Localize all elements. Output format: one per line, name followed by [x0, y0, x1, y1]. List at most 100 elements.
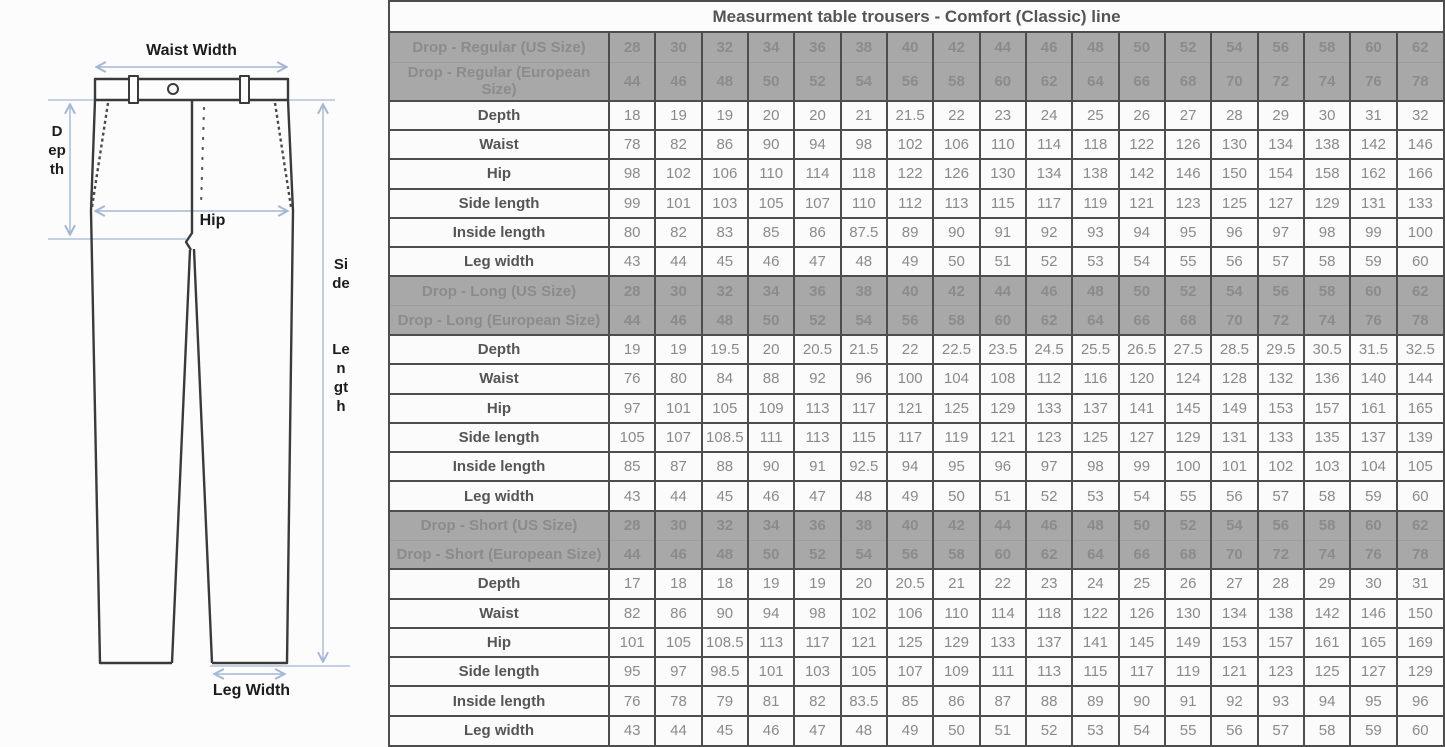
measurement-cell: 121: [1118, 188, 1166, 219]
measurement-cell: 27: [1211, 569, 1259, 600]
measurement-cell: 47: [794, 247, 842, 278]
measurement-cell: 138: [1072, 159, 1120, 190]
us-size-cell: 50: [1118, 33, 1166, 63]
measurement-cell: 45: [701, 481, 749, 512]
row-label: Waist: [390, 598, 610, 629]
us-size-cell: 30: [655, 510, 703, 541]
measurement-cell: 131: [1211, 422, 1259, 454]
us-size-cell: 62: [1396, 33, 1443, 63]
measurement-cell: 137: [1025, 627, 1074, 659]
measurement-table-panel: Measurment table trousers - Comfort (Cla…: [388, 0, 1445, 747]
measurement-cell: 105: [655, 627, 703, 659]
size-header-row-eu: Drop - Short (European Size) 44 46 48 50 52 54…: [390, 540, 1443, 571]
size-header-row-us: Drop - Long (US Size) 28 30 32 34 36 38 40 42 44 4…: [390, 276, 1443, 307]
measurement-cell: 31: [1350, 100, 1398, 132]
measurement-cell: 55: [1164, 715, 1213, 745]
measurement-row: Waist 78 82 86 90 94 98 102 106 110 114 118 122 126 13…: [390, 130, 1443, 161]
measurement-cell: 86: [655, 598, 703, 629]
us-size-cell: 60: [1350, 276, 1398, 307]
measurement-cell: 76: [609, 364, 657, 395]
measurement-cell: 96: [979, 452, 1027, 483]
measurement-cell: 97: [1257, 217, 1305, 249]
measurement-cell: 86: [701, 130, 749, 161]
measurement-cell: 90: [747, 452, 796, 483]
measurement-cell: 48: [840, 715, 888, 745]
us-size-cell: 36: [794, 276, 842, 307]
measurement-cell: 57: [1257, 247, 1305, 278]
measurement-cell: 103: [701, 188, 749, 219]
us-size-cell: 52: [1164, 510, 1213, 541]
measurement-cell: 84: [701, 364, 749, 395]
measurement-cell: 140: [1350, 364, 1398, 395]
measurement-cell: 115: [979, 188, 1027, 219]
measurement-cell: 158: [1303, 159, 1352, 190]
measurement-cell: 126: [1118, 598, 1166, 629]
us-size-cell: 54: [1211, 510, 1259, 541]
measurement-cell: 78: [609, 130, 657, 161]
measurement-cell: 46: [747, 481, 796, 512]
measurement-cell: 149: [1164, 627, 1213, 659]
measurement-row: Leg width 43 44 45 46 47 48 49 50 51 52 53 54 55 56 57 5…: [390, 247, 1443, 278]
measurement-cell: 99: [609, 188, 657, 219]
measurement-cell: 103: [794, 657, 842, 688]
measurement-cell: 109: [933, 657, 981, 688]
measurement-row: Depth 18 19 19 20 20 21 21.5 22 23 24 25 26 27 28 29 30 3…: [390, 100, 1443, 132]
measurement-cell: 92: [794, 364, 842, 395]
measurement-cell: 107: [655, 422, 703, 454]
measurement-cell: 150: [1211, 159, 1259, 190]
measurement-cell: 24: [1072, 569, 1120, 600]
us-size-cell: 48: [1072, 510, 1120, 541]
measurement-cell: 82: [794, 686, 842, 717]
measurement-cell: 55: [1164, 481, 1213, 512]
measurement-cell: 136: [1303, 364, 1352, 395]
us-size-cell: 54: [1211, 33, 1259, 63]
measurement-cell: 105: [747, 188, 796, 219]
us-size-cell: 56: [1257, 510, 1305, 541]
measurement-cell: 115: [840, 422, 888, 454]
measurement-cell: 93: [1072, 217, 1120, 249]
measurement-cell: 94: [1118, 217, 1166, 249]
measurement-row: Inside length 80 82 83 85 86 87.5 89 90 91 92 93 94 9…: [390, 217, 1443, 249]
measurement-cell: 56: [1211, 715, 1259, 745]
measurement-cell: 58: [1303, 481, 1352, 512]
measurement-cell: 123: [1025, 422, 1074, 454]
eu-size-cell: 76: [1350, 305, 1398, 337]
eu-size-cell: 72: [1257, 540, 1305, 571]
measurement-cell: 82: [609, 598, 657, 629]
measurement-cell: 43: [609, 481, 657, 512]
measurement-cell: 19: [655, 335, 703, 366]
eu-size-cell: 78: [1396, 62, 1443, 102]
row-label: Leg width: [390, 247, 610, 278]
measurement-cell: 92.5: [840, 452, 888, 483]
measurement-cell: 88: [747, 364, 796, 395]
measurement-cell: 59: [1350, 481, 1398, 512]
measurement-row: Side length 99 101 103 105 107 110 112 113 115 117…: [390, 188, 1443, 219]
measurement-cell: 60: [1396, 715, 1443, 745]
measurement-cell: 105: [701, 393, 749, 424]
measurement-cell: 145: [1118, 627, 1166, 659]
measurement-cell: 88: [1025, 686, 1074, 717]
measurement-cell: 122: [1072, 598, 1120, 629]
measurement-cell: 30: [1303, 100, 1352, 132]
size-header-row-us: Drop - Short (US Size) 28 30 32 34 36 38 40 42 44…: [390, 510, 1443, 541]
eu-size-cell: 66: [1118, 305, 1166, 337]
measurement-cell: 100: [886, 364, 935, 395]
measurement-cell: 102: [886, 130, 935, 161]
measurement-cell: 25.5: [1072, 335, 1120, 366]
us-size-cell: 34: [747, 510, 796, 541]
us-size-cell: 62: [1396, 510, 1443, 541]
measurement-cell: 83.5: [840, 686, 888, 717]
measurement-cell: 32.5: [1396, 335, 1443, 366]
measurement-cell: 97: [1025, 452, 1074, 483]
measurement-cell: 134: [1025, 159, 1074, 190]
measurement-cell: 53: [1072, 247, 1120, 278]
measurement-cell: 49: [886, 247, 935, 278]
row-label: Depth: [390, 335, 610, 366]
measurement-cell: 106: [701, 159, 749, 190]
measurement-cell: 129: [1164, 422, 1213, 454]
crease-dotted-line: [199, 106, 206, 208]
us-size-cell: 32: [701, 510, 749, 541]
measurement-cell: 26: [1164, 569, 1213, 600]
measurement-cell: 117: [886, 422, 935, 454]
eu-size-cell: 58: [933, 305, 981, 337]
